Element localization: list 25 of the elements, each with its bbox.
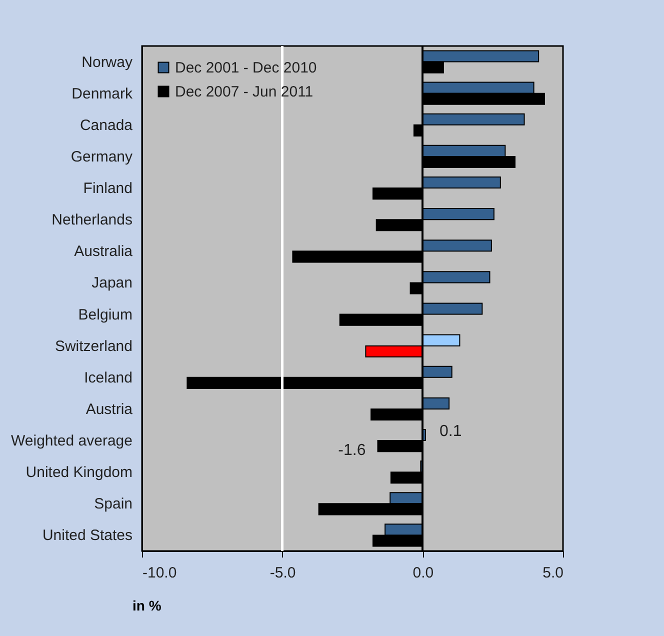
y-tick-label: Weighted average — [11, 432, 132, 450]
x-tick-label: 5.0 — [542, 564, 564, 582]
y-tick-label: Germany — [70, 148, 133, 166]
y-tick-label: Canada — [80, 116, 134, 134]
y-tick-label: Australia — [74, 243, 134, 260]
data-label: -1.6 — [338, 442, 366, 460]
y-tick-label: Switzerland — [54, 338, 132, 355]
y-tick-label: Netherlands — [52, 212, 132, 229]
data-label: 0.1 — [439, 423, 462, 440]
y-tick-label: Norway — [82, 54, 133, 71]
y-tick-label: Belgium — [78, 306, 132, 324]
y-tick-label: United Kingdom — [26, 464, 132, 482]
y-tick-label: Japan — [92, 274, 132, 292]
y-tick-label: United States — [42, 527, 132, 544]
x-axis-title: in % — [132, 598, 162, 614]
x-tick-label: 0.0 — [412, 564, 434, 582]
x-tick-label: -10.0 — [142, 564, 177, 582]
y-tick-label: Spain — [94, 496, 132, 513]
y-tick-label: Finland — [83, 180, 132, 198]
y-tick-label: Austria — [86, 400, 134, 418]
legend-label: Dec 2001 - Dec 2010 — [175, 60, 317, 76]
y-tick-label: Denmark — [72, 85, 133, 102]
x-tick-label: -5.0 — [270, 564, 296, 582]
y-tick-label: Iceland — [84, 369, 132, 386]
legend-label: Dec 2007 - Jun 2011 — [175, 84, 314, 100]
